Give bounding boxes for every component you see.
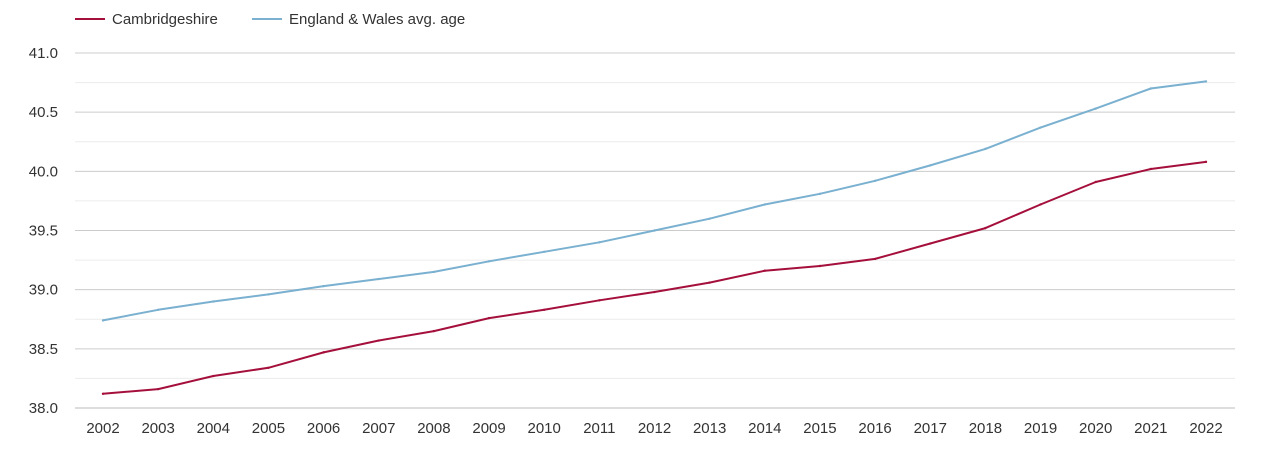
data-point (1039, 203, 1042, 206)
data-point (267, 366, 270, 369)
data-point (156, 387, 160, 391)
data-point (543, 250, 546, 253)
y-tick-label: 40.0 (29, 163, 58, 180)
data-point (1094, 180, 1097, 184)
x-tick-label: 2013 (693, 420, 726, 437)
data-point (1204, 80, 1208, 83)
x-tick-label: 2022 (1189, 420, 1222, 437)
data-point (653, 229, 656, 232)
data-point (432, 329, 436, 333)
data-point (598, 241, 601, 244)
data-point (763, 269, 766, 272)
x-tick-label: 2020 (1079, 420, 1112, 437)
data-point (377, 339, 380, 342)
x-tick-label: 2003 (141, 420, 174, 437)
data-point (487, 316, 491, 320)
x-tick-label: 2012 (638, 420, 671, 437)
y-tick-label: 38.0 (29, 400, 58, 417)
legend-label-england-wales: England & Wales avg. age (289, 11, 465, 28)
data-point (873, 179, 877, 182)
data-point (653, 290, 656, 294)
x-tick-label: 2004 (197, 420, 230, 437)
data-point (267, 293, 270, 296)
series-lines (101, 80, 1208, 395)
data-point (101, 319, 105, 322)
y-tick-label: 41.0 (29, 45, 58, 62)
y-tick-label: 39.0 (29, 282, 58, 299)
x-tick-label: 2010 (528, 420, 561, 437)
y-tick-label: 38.5 (29, 341, 58, 358)
data-point (1094, 107, 1097, 110)
x-tick-label: 2021 (1134, 420, 1167, 437)
data-point (818, 264, 822, 268)
data-point (708, 217, 711, 220)
data-point (1204, 160, 1208, 164)
x-tick-label: 2019 (1024, 420, 1057, 437)
data-point (929, 164, 932, 167)
data-point (1149, 87, 1153, 90)
data-point (598, 299, 601, 302)
data-point (708, 281, 711, 284)
x-axis: 2002 2003 2004 2005 2006 2007 2008 2009 2010 2011… (75, 407, 1235, 437)
data-point (322, 351, 325, 354)
y-tick-label: 39.5 (29, 223, 58, 240)
series-line-cambridgeshire (102, 160, 1207, 395)
grid-lines (75, 52, 1235, 409)
data-point (487, 260, 491, 263)
y-tick-label: 40.5 (29, 104, 58, 121)
legend: Cambridgeshire England & Wales avg. age (75, 11, 465, 28)
data-point (212, 300, 215, 303)
data-point (1039, 126, 1042, 129)
x-tick-label: 2008 (417, 420, 450, 437)
data-point (984, 147, 987, 151)
x-tick-label: 2009 (472, 420, 505, 437)
data-point (377, 277, 380, 281)
data-point (212, 374, 215, 378)
data-point (432, 270, 436, 274)
x-tick-label: 2011 (583, 420, 615, 437)
x-tick-label: 2005 (252, 420, 285, 437)
data-point (543, 308, 546, 311)
x-tick-label: 2006 (307, 420, 340, 437)
data-point (322, 284, 325, 288)
y-axis: 38.0 38.5 39.0 39.5 40.0 40.5 41.0 (29, 45, 58, 417)
data-point (818, 192, 822, 196)
data-point (984, 226, 987, 230)
x-tick-label: 2007 (362, 420, 395, 437)
data-point (1149, 167, 1153, 171)
x-tick-label: 2018 (969, 420, 1002, 437)
data-point (873, 257, 877, 261)
x-tick-label: 2015 (803, 420, 836, 437)
legend-label-cambridgeshire: Cambridgeshire (112, 11, 218, 28)
x-tick-label: 2002 (86, 420, 119, 437)
data-point (929, 242, 932, 245)
data-point (101, 392, 105, 395)
data-point (763, 203, 766, 206)
x-tick-label: 2017 (914, 420, 947, 437)
x-tick-label: 2014 (748, 420, 781, 437)
data-point (156, 308, 160, 311)
x-tick-label: 2016 (858, 420, 891, 437)
